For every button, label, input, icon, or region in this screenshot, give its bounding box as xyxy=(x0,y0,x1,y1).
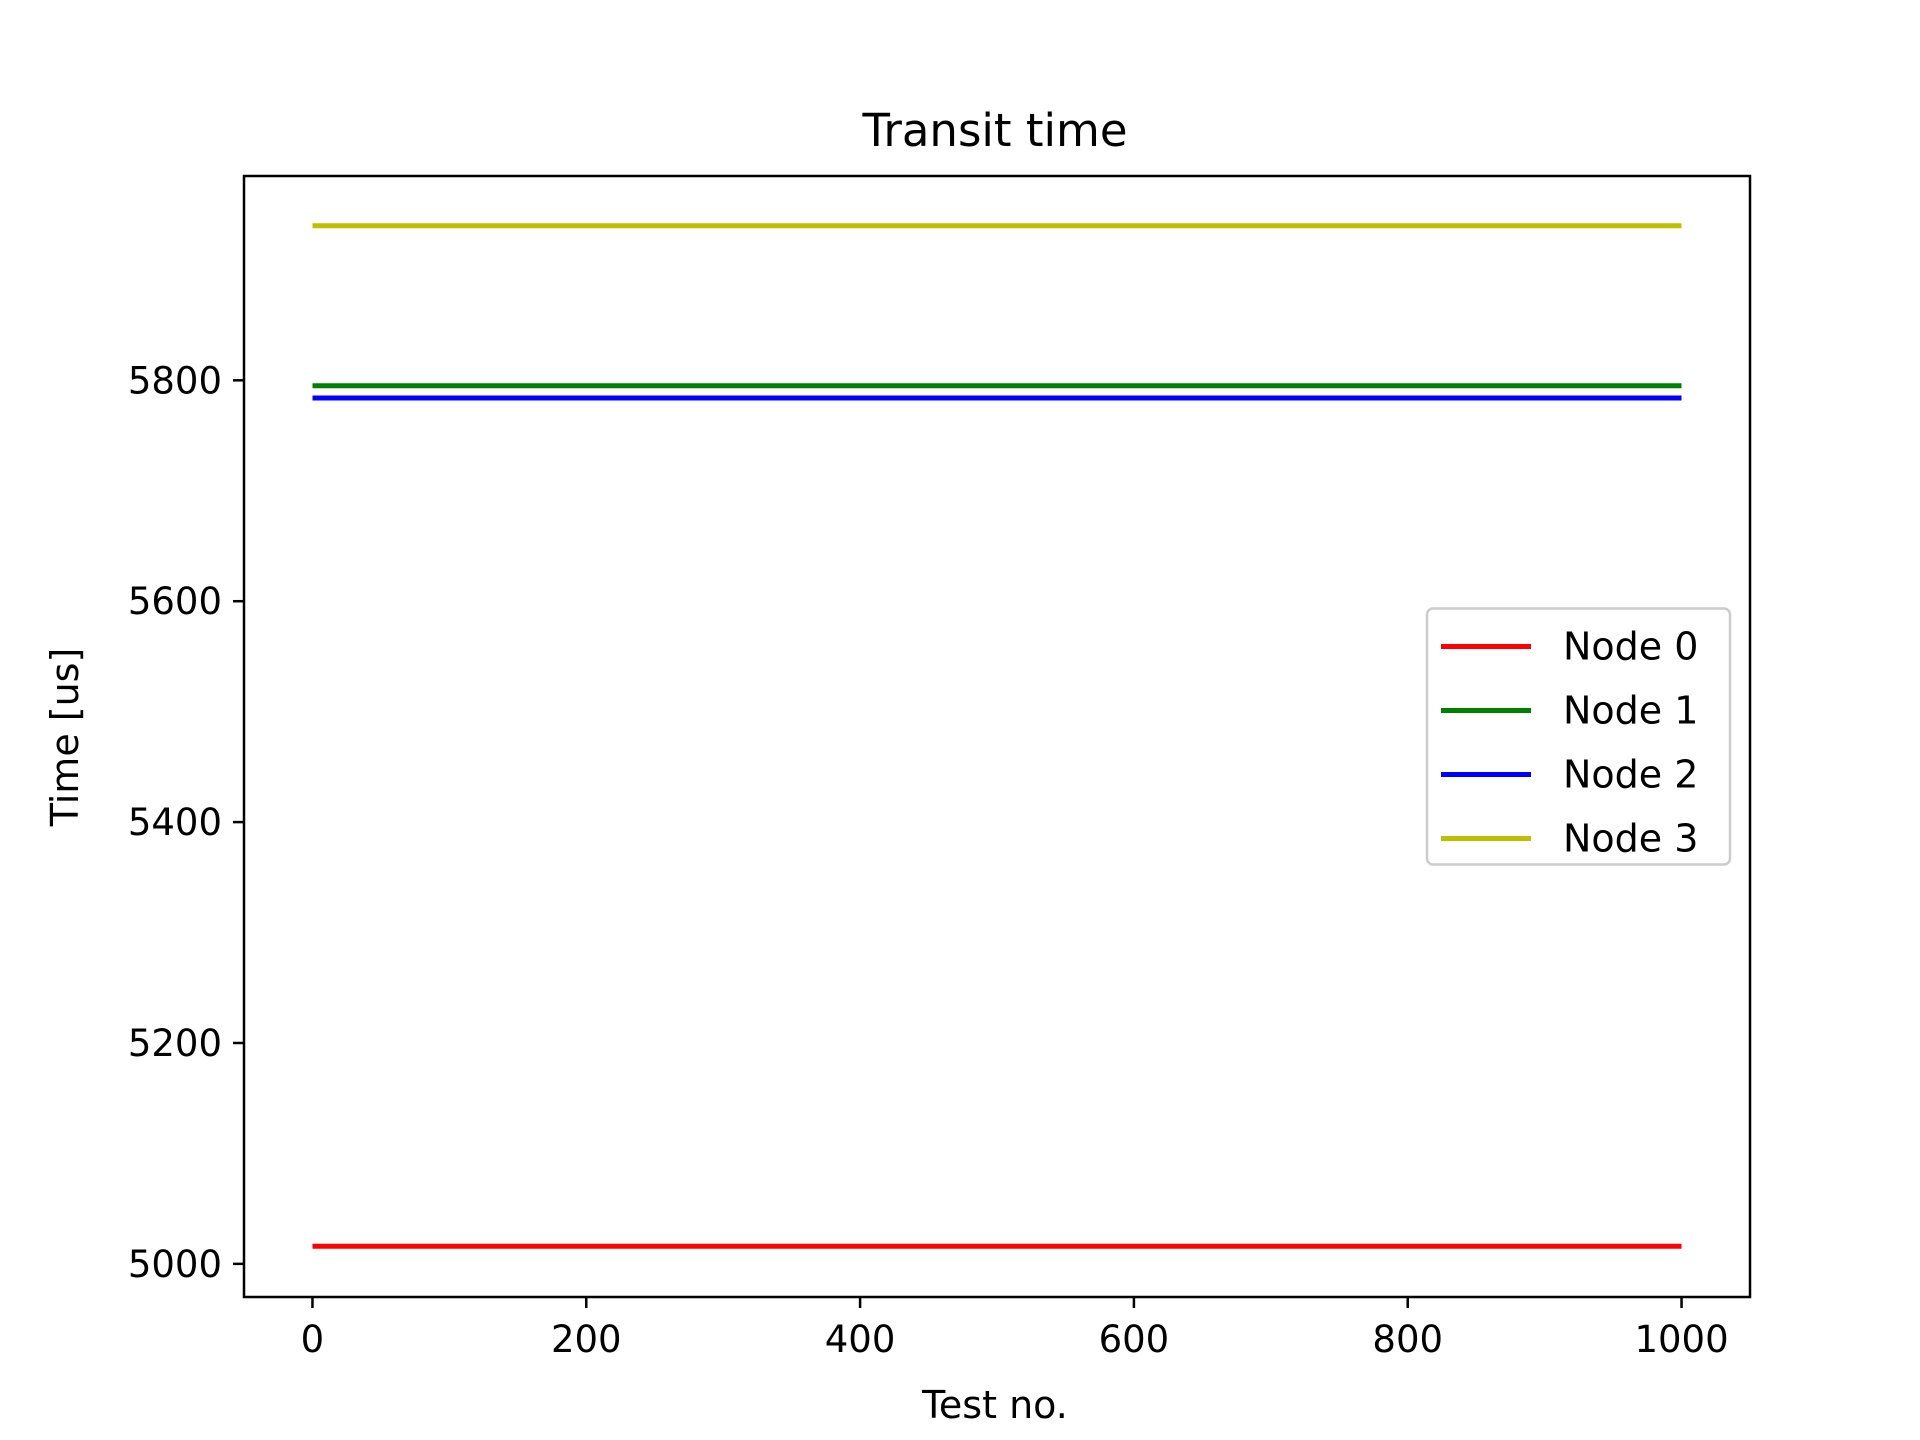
x-tick-label: 800 xyxy=(1372,1318,1443,1361)
y-axis: 5000 5200 5400 5600 5800 xyxy=(128,359,244,1286)
chart-title: Transit time xyxy=(861,104,1127,157)
legend-label-node-2: Node 2 xyxy=(1563,753,1698,797)
legend: Node 0 Node 1 Node 2 Node 3 xyxy=(1425,607,1732,866)
plot-area-frame xyxy=(242,174,1752,1299)
x-axis-label: Test no. xyxy=(921,1383,1068,1427)
series-layer xyxy=(312,223,1682,1249)
x-tick-label: 1000 xyxy=(1634,1318,1728,1361)
y-tick-label: 5600 xyxy=(128,580,222,623)
y-tick-label: 5200 xyxy=(128,1022,222,1065)
legend-label-node-1: Node 1 xyxy=(1563,689,1698,733)
x-tick-label: 400 xyxy=(825,1318,896,1361)
x-tick-label: 200 xyxy=(551,1318,622,1361)
y-axis-label: Time [us] xyxy=(43,648,87,828)
x-tick-label: 600 xyxy=(1099,1318,1170,1361)
legend-frame xyxy=(1425,607,1732,866)
y-tick-label: 5000 xyxy=(128,1243,222,1286)
x-axis: 0 200 400 600 800 1000 xyxy=(301,1297,1729,1361)
legend-label-node-0: Node 0 xyxy=(1563,625,1698,669)
legend-label-node-3: Node 3 xyxy=(1563,817,1698,861)
y-tick-label: 5400 xyxy=(128,801,222,844)
y-tick-label: 5800 xyxy=(128,359,222,402)
x-tick-label: 0 xyxy=(301,1318,325,1361)
